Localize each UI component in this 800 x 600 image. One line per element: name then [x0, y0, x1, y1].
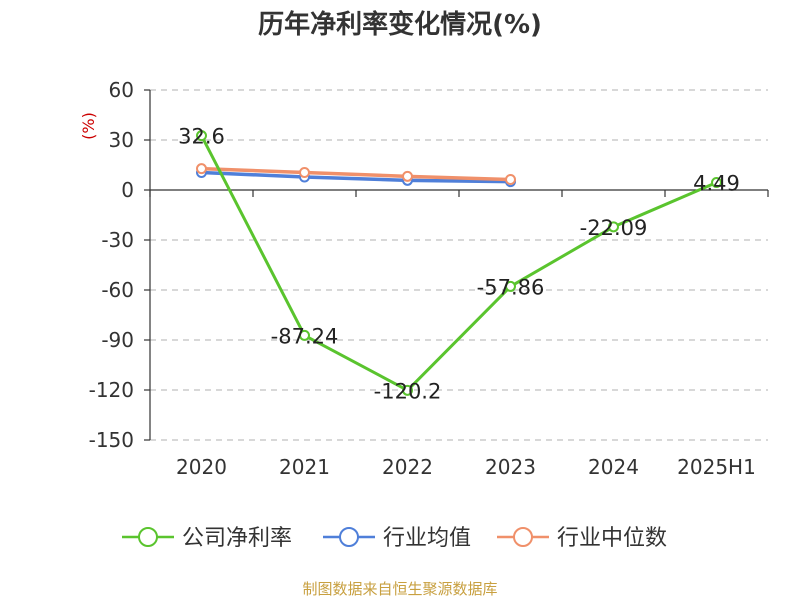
x-tick-label: 2022: [382, 455, 433, 479]
y-tick-label: -90: [101, 328, 134, 352]
legend-marker: [138, 527, 158, 547]
x-tick-label: 2021: [279, 455, 330, 479]
data-point: [505, 174, 516, 185]
data-point: [608, 221, 619, 233]
y-tick-label: -120: [89, 378, 134, 402]
data-label: 4.49: [693, 172, 740, 196]
legend-label[interactable]: 行业中位数: [557, 526, 667, 551]
grid-lines: [150, 89, 768, 441]
data-point: [402, 170, 413, 182]
data-label: -120.2: [374, 379, 442, 403]
legend-label[interactable]: 行业均值: [383, 526, 471, 551]
data-label: -22.09: [580, 216, 648, 240]
data-label: -57.86: [477, 275, 545, 299]
x-tick-label: 2025H1: [677, 455, 756, 479]
legend-marker: [513, 527, 533, 547]
y-tick-label: -150: [89, 428, 134, 452]
x-tick-label: 2020: [176, 455, 227, 479]
legend-label[interactable]: 公司净利率: [182, 526, 292, 551]
y-tick-label: 30: [109, 128, 134, 152]
data-point: [711, 177, 722, 189]
chart-title: 历年净利率变化情况(%): [258, 10, 542, 40]
y-tick-label: -60: [101, 278, 134, 302]
axes: [144, 89, 769, 441]
x-tick-label: 2024: [588, 455, 639, 479]
y-axis-unit: (%): [79, 112, 98, 140]
data-label: -87.24: [271, 324, 339, 348]
source-footer: 制图数据来自恒生聚源数据库: [302, 580, 498, 598]
data-point: [196, 130, 207, 142]
data-point: [299, 167, 310, 178]
x-tick-label: 2023: [485, 455, 536, 479]
data-label: 32.6: [178, 125, 225, 149]
data-point: [402, 384, 413, 396]
data-point: [196, 163, 207, 175]
series-line-1: [201, 170, 511, 184]
series-line-0: [200, 134, 718, 392]
y-tick-labels: 60 30 0 -30 -60 -90 -120 -150: [89, 78, 134, 452]
x-tick-labels: 2020 2021 2022 2023 2024 2025H1: [176, 455, 756, 479]
data-point: [505, 280, 516, 292]
data-point: [299, 329, 310, 341]
y-tick-label: 0: [121, 178, 134, 202]
y-tick-label: 60: [109, 78, 134, 102]
series-line-2: [201, 166, 511, 182]
data-labels: 32.6 -87.24 -120.2 -57.86 -22.09 4.49: [178, 125, 740, 404]
y-tick-label: -30: [101, 228, 134, 252]
legend: 公司净利率 行业均值 行业中位数: [122, 526, 667, 551]
series-lines: [196, 130, 722, 396]
legend-marker: [339, 527, 359, 547]
